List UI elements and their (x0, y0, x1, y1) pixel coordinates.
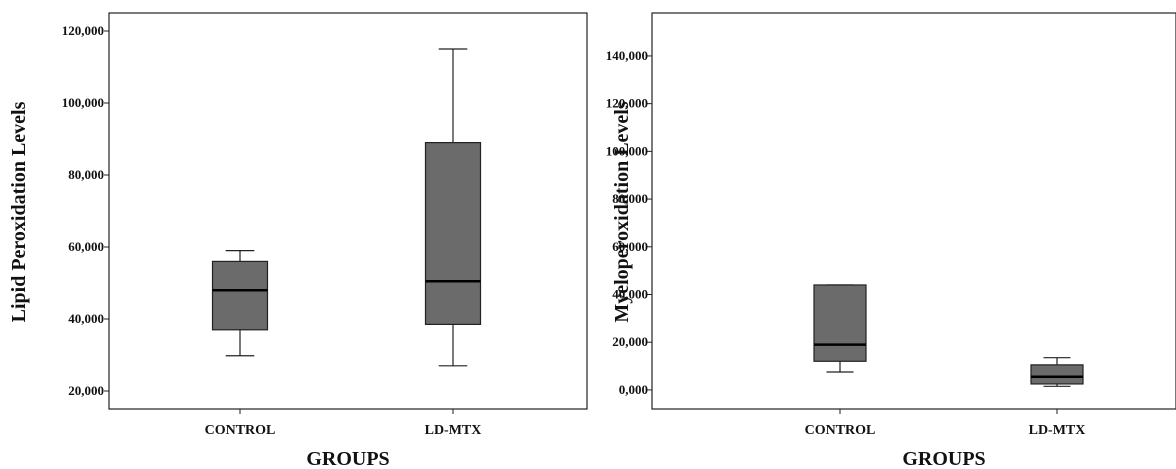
box-ld-mtx (424, 48, 482, 367)
chart-panel-2: 0,000 20,000 40,000 60,000 80,000 100,000 120,… (606, 12, 1176, 469)
y-tick-label: 80,000 (612, 191, 648, 206)
y-tick-label: 100,000 (606, 143, 648, 158)
y-tick-label: 80,000 (68, 167, 104, 182)
chart-panel-1: 20,000 40,000 60,000 80,000 100,000 120,000 CO… (8, 12, 588, 469)
y-tick-label: 0,000 (619, 382, 648, 397)
box-control (813, 284, 867, 373)
x-axis-title: GROUPS (902, 448, 985, 469)
iqr-box (211, 260, 269, 331)
y-tick-label: 100,000 (62, 95, 104, 110)
iqr-box (1030, 364, 1084, 385)
y-tick-label: 140,000 (606, 48, 648, 63)
y-axis-title: Lipid Peroxidation Levels (8, 101, 30, 322)
y-tick-label: 20,000 (68, 383, 104, 398)
iqr-box (813, 284, 867, 362)
x-axis-title: GROUPS (306, 448, 389, 469)
x-category-label: LD-MTX (425, 423, 482, 438)
y-tick-label: 40,000 (612, 286, 648, 301)
plot-frame (651, 12, 1176, 410)
x-category-label: LD-MTX (1029, 423, 1086, 438)
x-category-label: CONTROL (205, 423, 276, 438)
y-tick-label: 20,000 (612, 334, 648, 349)
y-tick-label: 40,000 (68, 311, 104, 326)
box-ld-mtx (1030, 357, 1084, 387)
plot-frame (108, 12, 588, 410)
box-control (211, 250, 269, 357)
y-tick-label: 60,000 (612, 239, 648, 254)
y-tick-label: 120,000 (62, 23, 104, 38)
x-category-label: CONTROL (805, 423, 876, 438)
y-tick-label: 120,000 (606, 96, 648, 111)
y-axis-title: Myeloperoxidation Levels (611, 101, 633, 322)
y-tick-label: 60,000 (68, 239, 104, 254)
iqr-box (424, 142, 482, 326)
